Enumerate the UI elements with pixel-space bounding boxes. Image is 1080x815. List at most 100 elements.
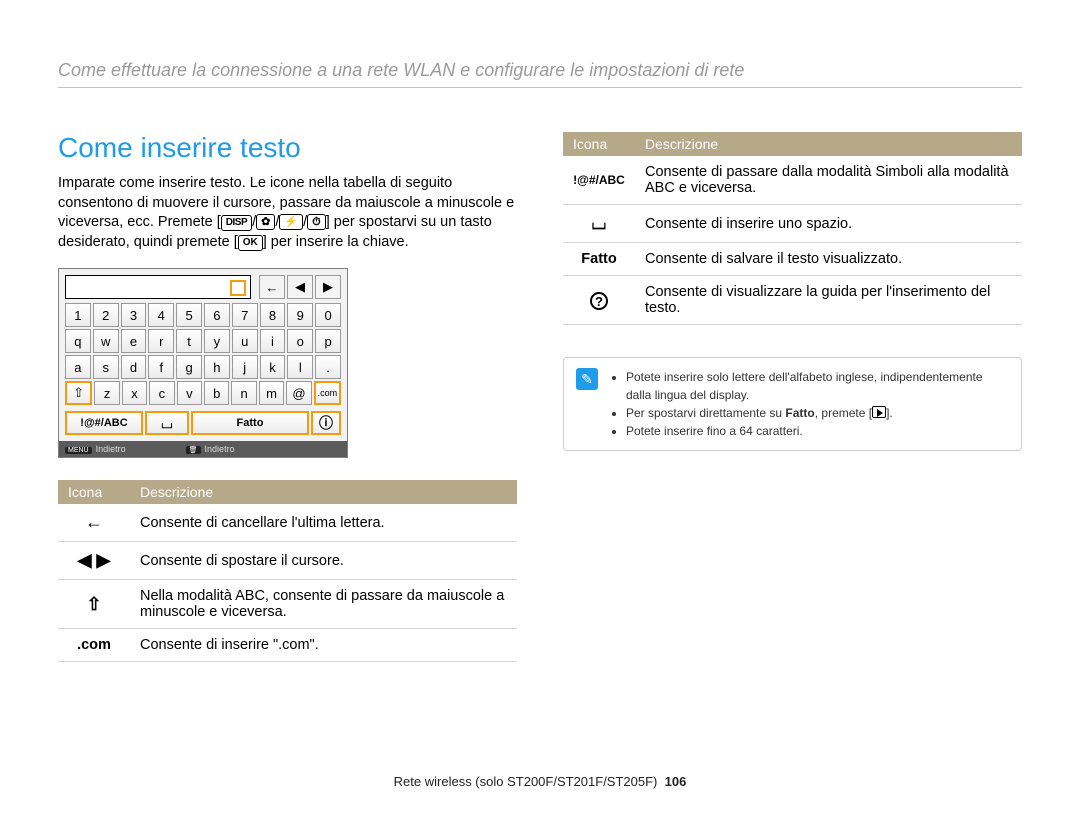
key: 1 <box>65 303 91 327</box>
table-row: Fatto Consente di salvare il testo visua… <box>563 243 1022 276</box>
disp-button-icon: DISP <box>221 215 252 231</box>
th-desc: Descrizione <box>130 480 517 504</box>
key: q <box>65 329 91 353</box>
space-icon: ⌴ <box>563 205 635 243</box>
done-key: Fatto <box>191 411 309 435</box>
keyboard-row-3: a s d f g h j k l . <box>65 355 341 379</box>
row-desc: Consente di salvare il testo visualizzat… <box>635 243 1022 276</box>
timer-icon: ⏱ <box>307 214 326 230</box>
intro-text-3: ] per inserire la chiave. <box>263 234 409 250</box>
note-box: ✎ Potete inserire solo lettere dell'alfa… <box>563 357 1022 451</box>
backspace-key: ← <box>259 275 285 299</box>
backspace-icon: ← <box>58 504 130 542</box>
breadcrumb: Come effettuare la connessione a una ret… <box>58 60 1022 88</box>
note-icon: ✎ <box>576 368 598 390</box>
shift-key: ⇧ <box>65 381 92 405</box>
row-desc: Consente di inserire ".com". <box>130 629 517 662</box>
key: c <box>149 381 174 405</box>
th-icon: Icona <box>58 480 130 504</box>
key: g <box>176 355 202 379</box>
cursor-left-key: ◀ <box>287 275 313 299</box>
play-icon <box>872 406 886 418</box>
trash-icon: 🗑 <box>186 446 201 454</box>
key: 7 <box>232 303 258 327</box>
key: 6 <box>204 303 230 327</box>
key: p <box>315 329 341 353</box>
note-item: Potete inserire fino a 64 caratteri. <box>626 422 1009 440</box>
menu-button-icon: MENU <box>65 447 92 454</box>
key: m <box>259 381 284 405</box>
content-columns: Come inserire testo Imparate come inseri… <box>58 132 1022 662</box>
shift-icon: ⇧ <box>58 580 130 629</box>
row-desc: Consente di cancellare l'ultima lettera. <box>130 504 517 542</box>
key: 8 <box>260 303 286 327</box>
key: v <box>177 381 202 405</box>
keyboard-row-4: ⇧ z x c v b n m @ .com <box>65 381 341 405</box>
note-list: Potete inserire solo lettere dell'alfabe… <box>610 368 1009 440</box>
page-footer: Rete wireless (solo ST200F/ST201F/ST205F… <box>0 774 1080 789</box>
key: r <box>148 329 174 353</box>
note-item: Per spostarvi direttamente su Fatto, pre… <box>626 404 1009 422</box>
right-column: Icona Descrizione !@#/ABC Consente di pa… <box>563 132 1022 662</box>
note-item: Potete inserire solo lettere dell'alfabe… <box>626 368 1009 404</box>
dotcom-icon: .com <box>58 629 130 662</box>
key: w <box>93 329 119 353</box>
table-row: ⌴ Consente di inserire uno spazio. <box>563 205 1022 243</box>
key: s <box>93 355 119 379</box>
key: x <box>122 381 147 405</box>
symbols-abc-icon: !@#/ABC <box>563 156 635 205</box>
page-number: 106 <box>665 774 687 789</box>
key: d <box>121 355 147 379</box>
key: t <box>176 329 202 353</box>
symbols-abc-key: !@#/ABC <box>65 411 143 435</box>
table-row: ◀ ▶ Consente di spostare il cursore. <box>58 542 517 580</box>
cursor-right-key: ▶ <box>315 275 341 299</box>
key: 5 <box>176 303 202 327</box>
key: 2 <box>93 303 119 327</box>
key: @ <box>286 381 311 405</box>
table-row: ? Consente di visualizzare la guida per … <box>563 276 1022 325</box>
row-desc: Nella modalità ABC, consente di passare … <box>130 580 517 629</box>
help-icon: ? <box>563 276 635 325</box>
done-icon: Fatto <box>563 243 635 276</box>
ok-button-icon: OK <box>238 235 263 251</box>
left-column: Come inserire testo Imparate come inseri… <box>58 132 517 662</box>
key: a <box>65 355 91 379</box>
row-desc: Consente di inserire uno spazio. <box>635 205 1022 243</box>
key: i <box>260 329 286 353</box>
key: l <box>287 355 313 379</box>
key: h <box>204 355 230 379</box>
keyboard-illustration: ← ◀ ▶ 1 2 3 4 5 6 7 8 9 0 q <box>58 268 348 458</box>
help-key: ⓘ <box>311 411 341 435</box>
key: u <box>232 329 258 353</box>
table-row: !@#/ABC Consente di passare dalla modali… <box>563 156 1022 205</box>
cursor-arrows-icon: ◀ ▶ <box>58 542 130 580</box>
keyboard-row-1: 1 2 3 4 5 6 7 8 9 0 <box>65 303 341 327</box>
keyboard-row-2: q w e r t y u i o p <box>65 329 341 353</box>
key: b <box>204 381 229 405</box>
table-row: ← Consente di cancellare l'ultima letter… <box>58 504 517 542</box>
key: 9 <box>287 303 313 327</box>
table-row: ⇧ Nella modalità ABC, consente di passar… <box>58 580 517 629</box>
key: . <box>315 355 341 379</box>
page-title: Come inserire testo <box>58 132 517 164</box>
row-desc: Consente di spostare il cursore. <box>130 542 517 580</box>
dotcom-key: .com <box>314 381 341 405</box>
key: j <box>232 355 258 379</box>
icon-description-table-right: Icona Descrizione !@#/ABC Consente di pa… <box>563 132 1022 325</box>
keyboard-footer: MENUIndietro 🗑Indietro <box>59 441 347 457</box>
flash-icon: ⚡ <box>279 214 303 230</box>
th-icon: Icona <box>563 132 635 156</box>
table-row: .com Consente di inserire ".com". <box>58 629 517 662</box>
macro-icon: ✿ <box>256 214 275 230</box>
footer-text: Rete wireless (solo ST200F/ST201F/ST205F… <box>394 774 658 789</box>
key: z <box>94 381 119 405</box>
keyboard-text-field <box>65 275 251 299</box>
key: 3 <box>121 303 147 327</box>
key: f <box>148 355 174 379</box>
key: o <box>287 329 313 353</box>
key: k <box>260 355 286 379</box>
intro-paragraph: Imparate come inserire testo. Le icone n… <box>58 174 517 252</box>
key: 4 <box>148 303 174 327</box>
row-desc: Consente di visualizzare la guida per l'… <box>635 276 1022 325</box>
